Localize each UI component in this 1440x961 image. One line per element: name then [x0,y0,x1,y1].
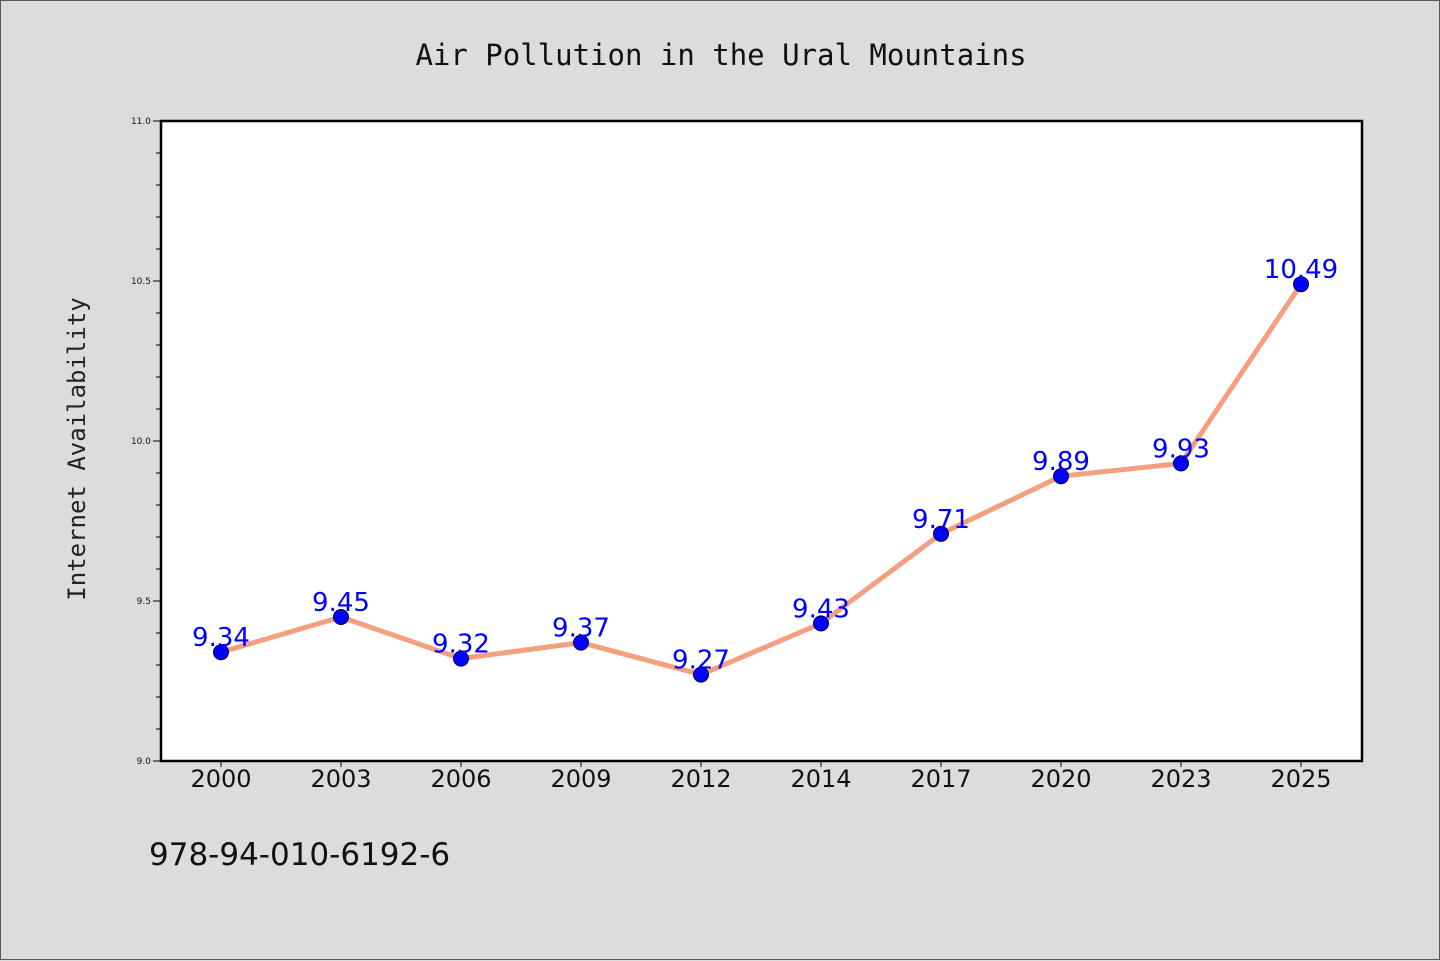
x-tick-label: 2025 [1270,765,1331,793]
data-label: 9.34 [192,623,250,653]
chart-title: Air Pollution in the Ural Mountains [415,38,1026,72]
y-tick-label: 9.5 [137,597,151,607]
y-tick-label: 10.0 [131,437,151,447]
data-point [333,609,349,625]
data-label: 9.27 [672,646,730,676]
data-label: 9.43 [792,594,850,624]
data-labels: 9.34 9.45 9.32 9.37 9.27 9.43 9.71 9.89 9.93 10.4… [192,255,1338,675]
y-tick-label: 11.0 [131,117,151,127]
data-label: 9.37 [552,614,610,644]
data-label: 9.71 [912,505,970,535]
data-point [453,650,469,667]
data-label: 9.32 [432,630,490,660]
x-tick-label: 2003 [310,765,371,793]
x-tick-label: 2000 [190,765,251,793]
data-label: 10.49 [1264,255,1338,285]
data-point [813,615,829,632]
y-axis-ticks: 9.0 9.5 10.0 10.5 11.0 [131,117,161,767]
footnote-isbn: 978-94-010-6192-6 [149,837,450,873]
x-tick-label: 2020 [1030,765,1091,793]
data-point [933,525,949,542]
data-point [693,666,709,683]
x-axis-ticks: 2000 2003 2006 2009 2012 2014 2017 2020 2023 2025 [190,761,1332,793]
data-label: 9.89 [1032,447,1090,477]
plot-area [159,119,1364,763]
y-tick-label: 10.5 [131,277,151,287]
x-tick-label: 2012 [670,765,731,793]
series-line [218,281,1304,678]
data-point [573,634,589,651]
x-tick-label: 2014 [790,765,851,793]
x-tick-label: 2023 [1150,765,1211,793]
x-tick-label: 2009 [550,765,611,793]
y-axis-label: Internet Availability [63,297,91,600]
x-tick-label: 2017 [910,765,971,793]
data-label: 9.93 [1152,434,1210,464]
data-point [213,644,229,661]
data-label: 9.45 [312,588,370,618]
x-tick-label: 2006 [430,765,491,793]
series-group [213,276,1309,683]
y-tick-label: 9.0 [137,757,152,767]
data-point [1293,276,1309,293]
data-point [1173,455,1189,472]
data-point [1053,468,1069,485]
